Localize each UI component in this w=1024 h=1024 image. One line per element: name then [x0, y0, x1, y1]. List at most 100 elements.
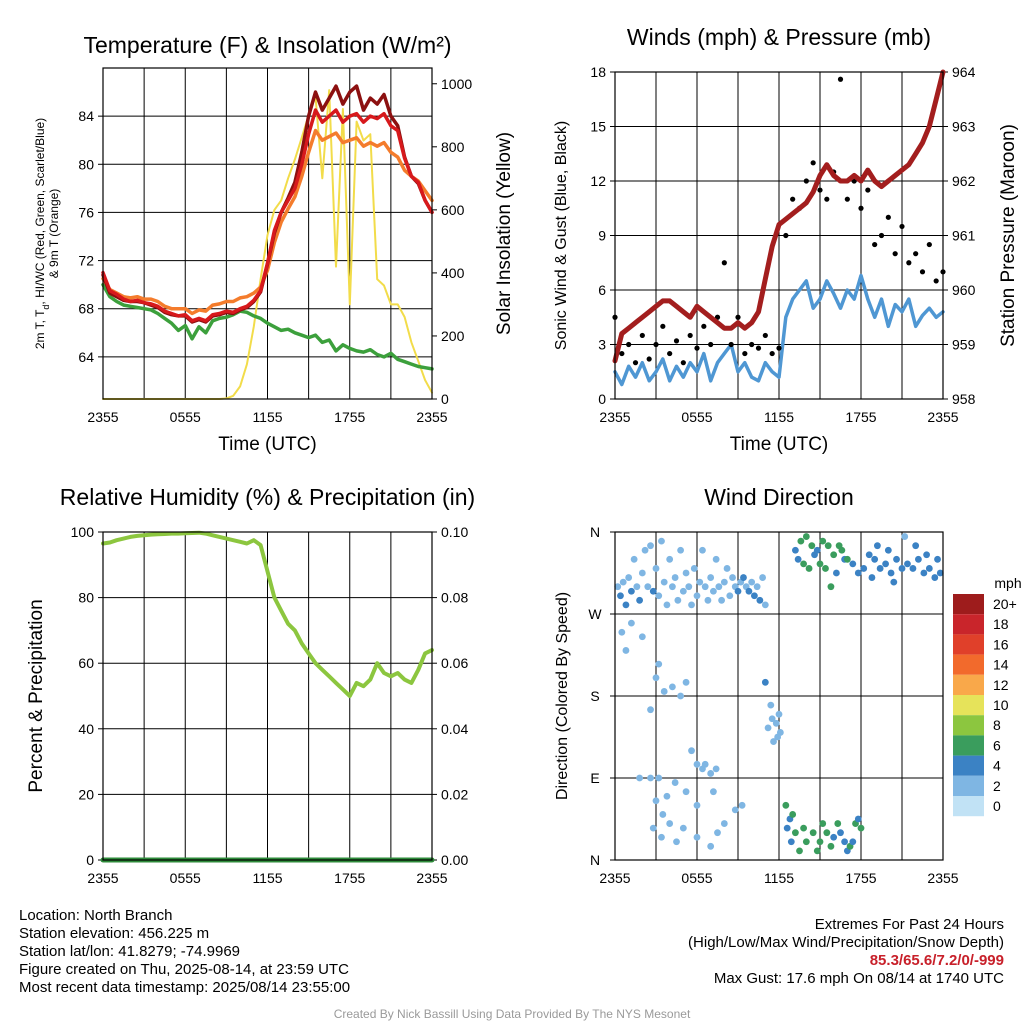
direction-point	[802, 533, 810, 540]
gust-point	[913, 251, 919, 257]
y-tick-label: 80	[78, 156, 94, 172]
direction-point	[887, 569, 895, 577]
direction-point	[618, 628, 626, 636]
y-tick-label: 18	[590, 64, 606, 80]
direction-point	[792, 829, 799, 837]
gust-point	[933, 278, 939, 284]
x-tick-label: 2355	[416, 409, 447, 425]
legend-swatch	[953, 755, 984, 776]
direction-point	[649, 824, 657, 832]
direction-point	[857, 824, 865, 832]
legend-label: 6	[993, 737, 1001, 753]
extremes-heading: Extremes For Past 24 Hours	[814, 916, 1004, 933]
legend-label: 2	[993, 778, 1001, 794]
legend-swatch	[953, 654, 984, 675]
direction-point	[854, 569, 862, 577]
direction-point	[707, 574, 715, 581]
direction-point	[841, 838, 848, 846]
direction-point	[751, 592, 758, 600]
gust-point	[626, 341, 632, 348]
y-tick-label: 68	[78, 301, 94, 317]
direction-point	[655, 592, 663, 600]
legend-label: 4	[993, 758, 1001, 774]
created-text: Figure created on Thu, 2025-08-14, at 23…	[19, 961, 349, 978]
gust-point	[735, 314, 741, 320]
direction-point	[693, 833, 701, 841]
direction-point	[690, 565, 698, 572]
y-right-tick-label: 0.04	[441, 721, 468, 737]
direction-point	[884, 546, 892, 554]
y-tick-label: 72	[78, 253, 94, 269]
direction-point	[827, 842, 835, 850]
direction-point	[740, 574, 747, 581]
legend-label: 0	[993, 798, 1001, 814]
gust-point	[865, 187, 871, 193]
y-tick-label: N	[590, 524, 600, 540]
direction-point	[808, 542, 816, 550]
direction-point	[641, 546, 649, 554]
y-tick-label: 40	[78, 721, 94, 737]
direction-point	[912, 542, 920, 550]
gust-point	[885, 214, 891, 220]
direction-point	[617, 592, 624, 600]
gust-point	[728, 341, 734, 348]
direction-point	[693, 801, 701, 809]
y-right-tick-label: 963	[952, 119, 976, 135]
y-right-tick-label: 961	[952, 228, 976, 244]
direction-point	[647, 774, 654, 782]
direction-point	[647, 542, 654, 550]
legend-label: 10	[993, 697, 1009, 713]
gust-point	[653, 341, 659, 348]
extremes-values: 85.3/65.6/7.2/0/-999	[869, 952, 1004, 969]
y-tick-label: 12	[590, 173, 606, 189]
direction-point	[685, 583, 693, 591]
direction-point	[925, 565, 933, 572]
y-right-tick-label: 0.00	[441, 852, 468, 868]
direction-point	[764, 724, 772, 732]
gust-point	[769, 350, 775, 357]
direction-point	[633, 583, 641, 591]
direction-point	[748, 578, 756, 586]
direction-point	[671, 574, 679, 581]
direction-point	[789, 811, 797, 818]
rh-y-axis-title: Percent & Precipitation	[26, 599, 47, 792]
x-tick-label: 2355	[87, 409, 118, 425]
direction-point	[920, 569, 928, 577]
direction-point	[782, 801, 790, 809]
y-tick-label: 0	[86, 852, 94, 868]
y-tick-label: 76	[78, 204, 94, 220]
direction-point	[843, 555, 851, 563]
direction-point	[753, 583, 761, 591]
direction-point	[669, 583, 676, 591]
legend-swatch	[953, 695, 984, 716]
extremes-info: Extremes For Past 24 Hours (High/Low/Max…	[688, 916, 1004, 988]
direction-point	[649, 587, 657, 595]
direction-point	[915, 555, 922, 563]
gust-point	[783, 232, 789, 239]
direction-point	[775, 710, 783, 718]
direction-point	[636, 596, 643, 604]
x-tick-label: 1755	[334, 870, 365, 886]
direction-point	[628, 587, 635, 595]
gust-point	[926, 241, 932, 248]
y-right-tick-label: 0.10	[441, 524, 468, 540]
direction-point	[854, 815, 862, 823]
direction-point	[934, 555, 941, 563]
direction-point	[696, 578, 704, 586]
gust-point	[619, 350, 625, 357]
series-line	[101, 282, 434, 371]
gust-point	[803, 178, 809, 184]
x-tick-label: 1155	[764, 409, 794, 425]
legend-swatch	[953, 715, 984, 736]
legend-label: 12	[993, 677, 1009, 693]
direction-point	[720, 578, 728, 586]
direction-point	[796, 847, 803, 855]
direction-point	[688, 601, 695, 609]
direction-point	[738, 801, 746, 809]
direction-point	[638, 569, 646, 577]
y-tick-label: 80	[78, 590, 94, 606]
direction-point	[712, 765, 720, 773]
gust-point	[708, 341, 714, 348]
direction-point	[701, 583, 709, 591]
legend-label: 8	[993, 717, 1001, 733]
